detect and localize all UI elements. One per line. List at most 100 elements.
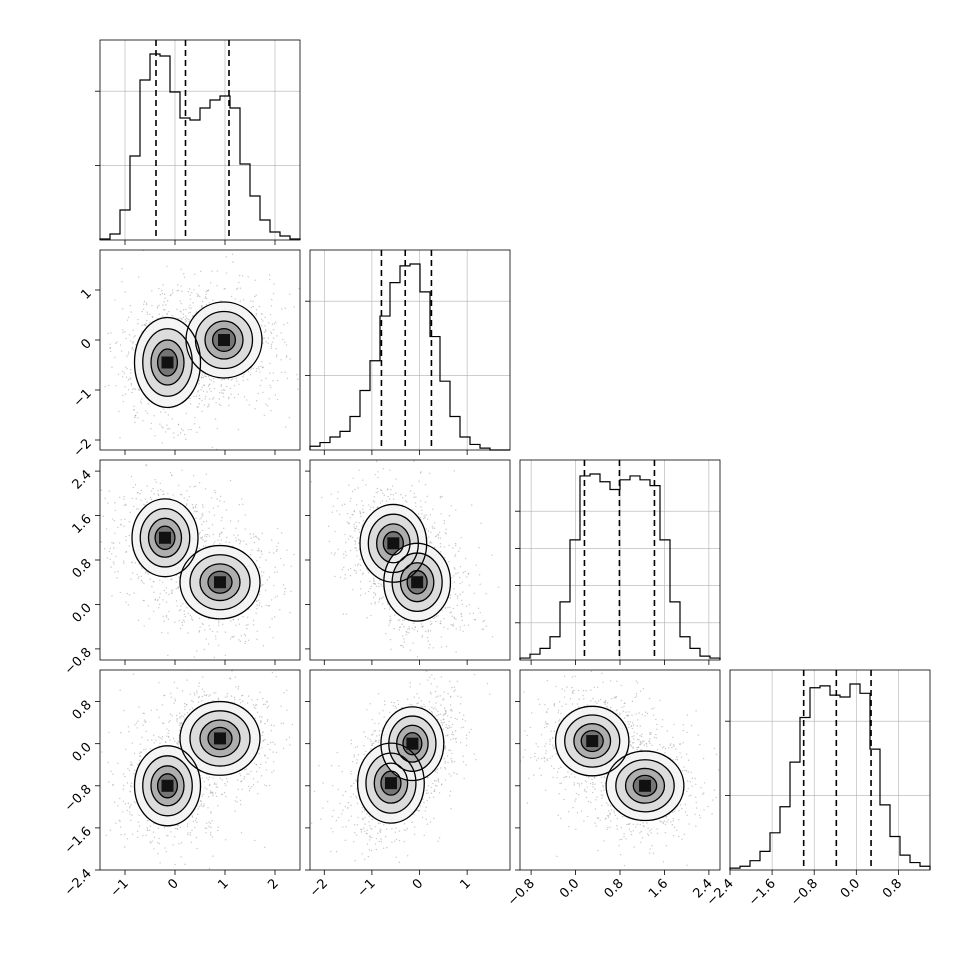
- scatter-point: [208, 695, 210, 697]
- scatter-point: [280, 722, 282, 725]
- scatter-point: [141, 736, 143, 739]
- scatter-point: [285, 344, 288, 346]
- scatter-point: [279, 557, 282, 560]
- scatter-point: [376, 487, 379, 490]
- scatter-point: [113, 519, 116, 522]
- scatter-point: [189, 298, 192, 300]
- scatter-point: [193, 510, 196, 512]
- scatter-point: [401, 644, 403, 647]
- scatter-point: [228, 397, 230, 400]
- scatter-point: [208, 527, 210, 530]
- scatter-point: [266, 579, 269, 581]
- scatter-point: [352, 513, 354, 516]
- scatter-point: [230, 295, 233, 298]
- scatter-point: [134, 415, 136, 417]
- scatter-point: [167, 632, 169, 634]
- scatter-point: [154, 662, 155, 663]
- scatter-point: [170, 831, 172, 833]
- scatter-point: [83, 320, 84, 321]
- scatter-point: [169, 497, 171, 499]
- scatter-point: [459, 629, 461, 631]
- scatter-point: [452, 623, 455, 625]
- scatter-point: [338, 513, 341, 515]
- scatter-point: [415, 496, 417, 498]
- scatter-point: [202, 676, 204, 678]
- scatter-point: [119, 797, 121, 800]
- scatter-point: [269, 748, 271, 751]
- scatter-point: [328, 540, 331, 543]
- scatter-point: [202, 793, 205, 796]
- scatter-point: [239, 539, 241, 542]
- scatter-point: [257, 392, 259, 395]
- scatter-point: [149, 748, 152, 750]
- scatter-point: [450, 611, 452, 613]
- scatter-point: [439, 622, 442, 624]
- scatter-point: [491, 554, 493, 556]
- scatter-point: [204, 535, 206, 537]
- scatter-point: [188, 312, 190, 314]
- scatter-point: [289, 358, 291, 360]
- scatter-point: [182, 619, 185, 621]
- scatter-point: [180, 268, 182, 271]
- scatter-point: [262, 320, 264, 322]
- scatter-point: [164, 309, 166, 311]
- scatter-point: [146, 485, 148, 487]
- scatter-point: [356, 537, 359, 539]
- scatter-point: [198, 685, 200, 688]
- scatter-point: [258, 767, 261, 769]
- scatter-point: [129, 377, 132, 379]
- scatter-point: [178, 620, 180, 622]
- scatter-point: [375, 492, 377, 494]
- scatter-point: [284, 371, 286, 373]
- scatter-point: [141, 398, 143, 400]
- scatter-point: [233, 384, 236, 387]
- scatter-point: [238, 275, 241, 277]
- scatter-point: [144, 324, 147, 327]
- scatter-point: [175, 742, 178, 744]
- scatter-point: [203, 648, 205, 651]
- scatter-point: [264, 755, 266, 757]
- scatter-point: [202, 300, 204, 303]
- scatter-point: [204, 488, 207, 490]
- scatter-point: [146, 311, 148, 313]
- scatter-point: [450, 505, 452, 507]
- scatter-point: [357, 487, 359, 489]
- scatter-point: [204, 375, 206, 378]
- scatter-point: [185, 438, 187, 440]
- scatter-point: [382, 492, 384, 494]
- scatter-point: [212, 543, 215, 545]
- scatter-point: [272, 329, 275, 331]
- scatter-point: [276, 545, 278, 548]
- scatter-point: [143, 303, 145, 305]
- scatter-point: [124, 748, 127, 751]
- scatter-point: [122, 370, 124, 372]
- scatter-point: [151, 316, 154, 318]
- scatter-point: [384, 607, 386, 610]
- scatter-point: [122, 784, 125, 787]
- scatter-point: [219, 500, 221, 502]
- scatter-point: [481, 628, 483, 630]
- scatter-point: [127, 353, 130, 356]
- scatter-point: [388, 498, 391, 500]
- scatter-point: [483, 619, 486, 622]
- scatter-point: [369, 587, 371, 590]
- scatter-point: [125, 536, 127, 538]
- scatter-point: [177, 423, 180, 426]
- scatter-point: [238, 383, 240, 385]
- scatter-point: [185, 317, 188, 319]
- scatter-point: [212, 299, 214, 301]
- scatter-point: [212, 793, 214, 795]
- scatter-point: [119, 437, 121, 439]
- scatter-point: [216, 498, 218, 500]
- scatter-point: [123, 525, 125, 528]
- scatter-point: [203, 803, 205, 805]
- scatter-point: [191, 829, 193, 831]
- scatter-point: [449, 594, 452, 597]
- scatter-point: [149, 321, 151, 323]
- scatter-point: [210, 497, 213, 499]
- scatter-point: [231, 253, 234, 256]
- histogram-step-line: [729, 683, 931, 870]
- scatter-point: [125, 337, 127, 340]
- scatter-point: [259, 602, 261, 604]
- scatter-point: [361, 524, 364, 526]
